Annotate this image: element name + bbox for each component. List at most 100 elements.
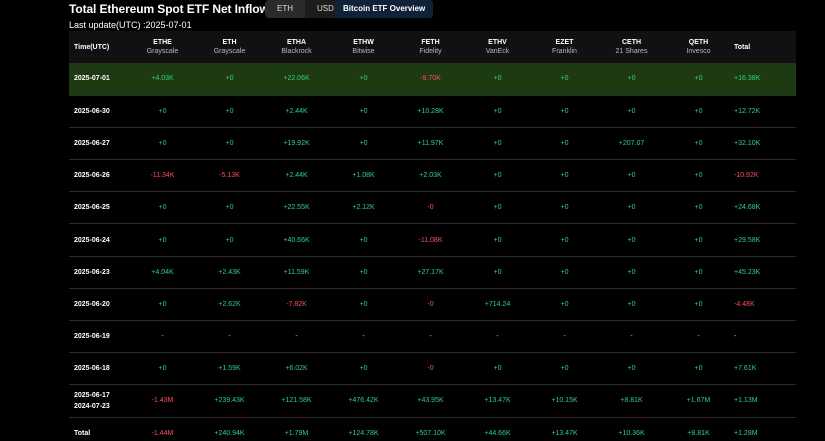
flow-cell-eth: +0: [225, 236, 234, 244]
flow-cell-feth: +2.03K: [419, 172, 442, 180]
flow-cell-ethv: +0: [493, 107, 502, 115]
table-row[interactable]: Total -1.44M +240.94K +1.79M +124.78K +507.10…: [69, 417, 796, 441]
flow-cell-feth: -0: [427, 300, 434, 308]
flow-cell-ethe: +0: [158, 204, 167, 212]
flow-cell-feth: -11.08K: [418, 236, 443, 244]
flow-cell-ethe: -1.44M: [151, 429, 174, 437]
table-row[interactable]: 2025-06-20 +0 +2.62K -7.82K +0 -0 +714.24 +0 +0 +…: [69, 288, 796, 321]
table-row[interactable]: 2025-07-01 +4.03K +0 +22.06K +0 -9.70K +0 +0 +0 +…: [69, 63, 796, 96]
row-date: 2025-06-17 2024-07-23: [69, 385, 129, 417]
flow-cell-ethw: +0: [359, 75, 368, 83]
flow-cell-total: +16.38K: [734, 75, 761, 83]
flow-cell-ethw: +0: [359, 236, 368, 244]
column-issuer: Blackrock: [281, 48, 312, 55]
flow-cell-ceth: +207.07: [618, 139, 645, 147]
flow-cell-eth: -5.13K: [219, 172, 240, 180]
flow-cell-ethw: +2.12K: [352, 204, 375, 212]
flow-cell-eth: +0: [225, 107, 234, 115]
flow-cell-total: +45.23K: [734, 268, 761, 276]
flow-cell-ethw: +0: [359, 365, 368, 373]
flow-cell-qeth: +0: [694, 268, 703, 276]
toggle-eth[interactable]: ETH: [265, 0, 305, 18]
flow-cell-ceth: +0: [627, 75, 636, 83]
flow-cell-ezet: +0: [560, 365, 569, 373]
column-ticker: QETH: [688, 39, 709, 46]
flow-cell-feth: +43.95K: [417, 397, 444, 405]
page-header: Total Ethereum Spot ETF Net Inflow ETH: [69, 0, 296, 18]
row-date-text: Total: [74, 429, 91, 437]
flow-cell-ethe: +0: [158, 107, 167, 115]
flow-cell-eth: +240.94K: [214, 429, 245, 437]
flow-cell-etha: +22.06K: [283, 75, 310, 83]
row-date-text: 2025-06-24: [74, 236, 110, 244]
table-row[interactable]: 2025-06-23 +4.04K +2.43K +11.59K +0 +27.17K +0…: [69, 256, 796, 289]
flow-cell-ethe: +4.04K: [151, 268, 174, 276]
flow-cell-etha: -7.82K: [286, 300, 307, 308]
column-header-feth: FETH Fidelity: [397, 31, 464, 63]
table-body: 2025-07-01 +4.03K +0 +22.06K +0 -9.70K +0 +0 +0 +…: [69, 63, 796, 441]
column-issuer: Grayscale: [146, 48, 179, 55]
row-date: 2025-06-25: [69, 192, 129, 224]
table-row[interactable]: 2025-06-27 +0 +0 +19.92K +0 +11.97K +0 +0 +207.0…: [69, 127, 796, 160]
flow-cell-total: -4.48K: [734, 300, 755, 308]
flow-cell-ceth: +10.36K: [618, 429, 645, 437]
flow-cell-ceth: +0: [627, 365, 636, 373]
row-date-text: 2025-06-25: [74, 204, 110, 212]
row-date-text: 2025-07-01: [74, 75, 110, 83]
flow-cell-etha: +2.44K: [285, 107, 308, 115]
table-row[interactable]: 2025-06-17 2024-07-23 -1.43M +239.43K +121.5…: [69, 385, 796, 418]
flow-cell-ethe: -1.43M: [151, 397, 174, 405]
flow-cell-ethv: +714.24: [484, 300, 511, 308]
flow-cell-ethv: +13.47K: [484, 397, 511, 405]
table-row[interactable]: 2025-06-30 +0 +0 +2.44K +0 +10.28K +0 +0 +0 +0 +12…: [69, 95, 796, 128]
flow-cell-feth: +27.17K: [417, 268, 444, 276]
flow-cell-total: +7.61K: [734, 365, 757, 373]
flow-cell-ethv: +0: [493, 139, 502, 147]
flow-cell-eth: +239.43K: [214, 397, 245, 405]
flow-cell-feth: +11.97K: [417, 139, 444, 147]
column-ticker: EZET: [555, 39, 574, 46]
table-row[interactable]: 2025-06-19 - - - - - - - - - -: [69, 321, 796, 353]
row-date-text: 2025-06-27: [74, 139, 110, 147]
column-issuer: Fidelity: [419, 48, 442, 55]
table-row[interactable]: 2025-06-25 +0 +0 +22.55K +2.12K -0 +0 +0 +0 +0 +24…: [69, 192, 796, 224]
flow-cell-etha: +121.58K: [281, 397, 312, 405]
flow-cell-ethw: +476.42K: [348, 397, 379, 405]
flow-cell-qeth: +0: [694, 236, 703, 244]
flow-cell-ethe: +0: [158, 365, 167, 373]
flow-cell-ceth: -: [630, 333, 633, 341]
row-date-text: 2025-06-26: [74, 172, 110, 180]
flow-cell-total: -10.92K: [734, 172, 759, 180]
flow-cell-ceth: +0: [627, 172, 636, 180]
flow-cell-total: +1.13M: [734, 397, 758, 405]
table-row[interactable]: 2025-06-26 -11.34K -5.13K +2.44K +1.08K +2.03…: [69, 160, 796, 192]
row-date: 2025-06-19: [69, 321, 129, 353]
flow-cell-total: +24.68K: [734, 204, 761, 212]
column-issuer: Bitwise: [352, 48, 375, 55]
flow-cell-ethe: +0: [158, 300, 167, 308]
toggle-usd[interactable]: USD: [317, 4, 334, 13]
column-header-eth: ETH Grayscale: [196, 31, 263, 63]
flow-cell-ethv: -: [496, 333, 499, 341]
column-issuer: VanEck: [485, 48, 510, 55]
bitcoin-etf-overview-button[interactable]: Bitcoin ETF Overview: [335, 0, 434, 18]
flow-cell-eth: +0: [225, 139, 234, 147]
flow-cell-eth: +0: [225, 75, 234, 83]
currency-toggle[interactable]: ETH USD: [265, 0, 346, 18]
flow-cell-ethw: +0: [359, 268, 368, 276]
flow-cell-qeth: -: [697, 333, 700, 341]
column-issuer: Grayscale: [213, 48, 246, 55]
row-date-text: 2025-06-20: [74, 300, 110, 308]
row-date-text: 2025-06-23: [74, 268, 110, 276]
column-ticker: FETH: [421, 39, 440, 46]
flow-cell-qeth: +0: [694, 365, 703, 373]
flow-cell-ezet: +0: [560, 236, 569, 244]
flow-cell-eth: +1.59K: [218, 365, 241, 373]
flow-cell-feth: +10.28K: [417, 107, 444, 115]
table-row[interactable]: 2025-06-18 +0 +1.59K +6.02K +0 -0 +0 +0 +0 +0 +7.6…: [69, 353, 796, 385]
table-row[interactable]: 2025-06-24 +0 +0 +40.66K +0 -11.08K +0 +0 +0 +0 +2…: [69, 224, 796, 257]
flow-cell-ethw: +0: [359, 139, 368, 147]
flow-cell-etha: +1.79M: [284, 429, 309, 437]
flow-cell-ezet: +0: [560, 107, 569, 115]
column-issuer: Franklin: [552, 48, 577, 55]
